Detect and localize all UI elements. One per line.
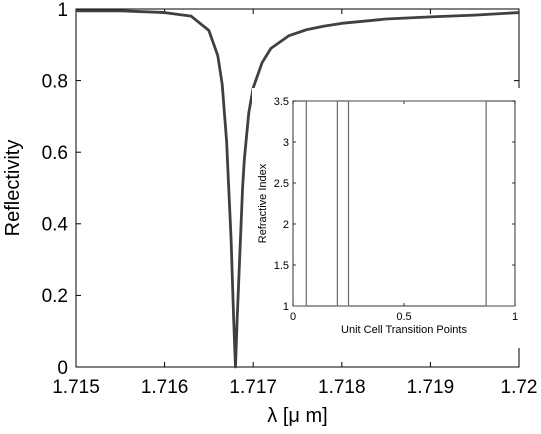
main-chart-x-tick-label: 1.716	[141, 377, 189, 398]
inset-chart-x-axis-label: Unit Cell Transition Points	[341, 324, 467, 336]
main-chart-x-tick-label: 1.719	[407, 377, 455, 398]
inset-chart-x-tick-label: 0.5	[396, 311, 411, 323]
main-chart-y-tick-label: 0.6	[42, 143, 68, 164]
main-chart-y-tick-label: 0	[57, 358, 68, 379]
inset-chart-x-tick-label: 1	[512, 311, 518, 323]
main-chart-y-tick-label: 0.8	[42, 71, 68, 92]
inset-chart-y-tick-label: 3.5	[274, 96, 289, 108]
main-chart-x-tick-label: 1.718	[318, 377, 366, 398]
main-chart-x-tick-label: 1.72	[501, 377, 538, 398]
main-chart-y-tick-label: 0.2	[42, 286, 68, 307]
main-chart-x-axis-label: λ [μ m]	[267, 405, 327, 427]
inset-chart-y-tick-label: 1.5	[274, 260, 289, 272]
inset-chart-y-tick-label: 1	[283, 301, 289, 313]
main-chart-series-line	[76, 9, 520, 369]
inset-chart-x-tick-label: 0	[290, 311, 296, 323]
main-chart-y-tick-label: 1	[57, 0, 68, 21]
inset-chart-y-tick-label: 2.5	[274, 178, 289, 190]
main-chart-x-tick-label: 1.717	[229, 377, 277, 398]
inset-chart-y-tick-label: 3	[283, 137, 289, 149]
inset-chart-y-tick-label: 2	[283, 219, 289, 231]
inset-chart-series-line	[293, 100, 515, 307]
main-chart-y-axis-label: Reflectivity	[2, 140, 24, 237]
inset-background	[252, 88, 527, 348]
main-chart-x-tick-label: 1.715	[52, 377, 100, 398]
inset-chart-y-axis-label: Refractive Index	[257, 163, 269, 243]
main-chart-group: 1.715 1.716 1.717 1.718 1.719 1.72 0 0.2 0.4 0.6 0…	[2, 0, 537, 427]
inset-chart-group: 0 0.5 1 1 1.5 2 2.5 3 3.5 Unit Cell Transition Po…	[257, 96, 518, 336]
main-chart-y-tick-label: 0.4	[42, 215, 69, 236]
